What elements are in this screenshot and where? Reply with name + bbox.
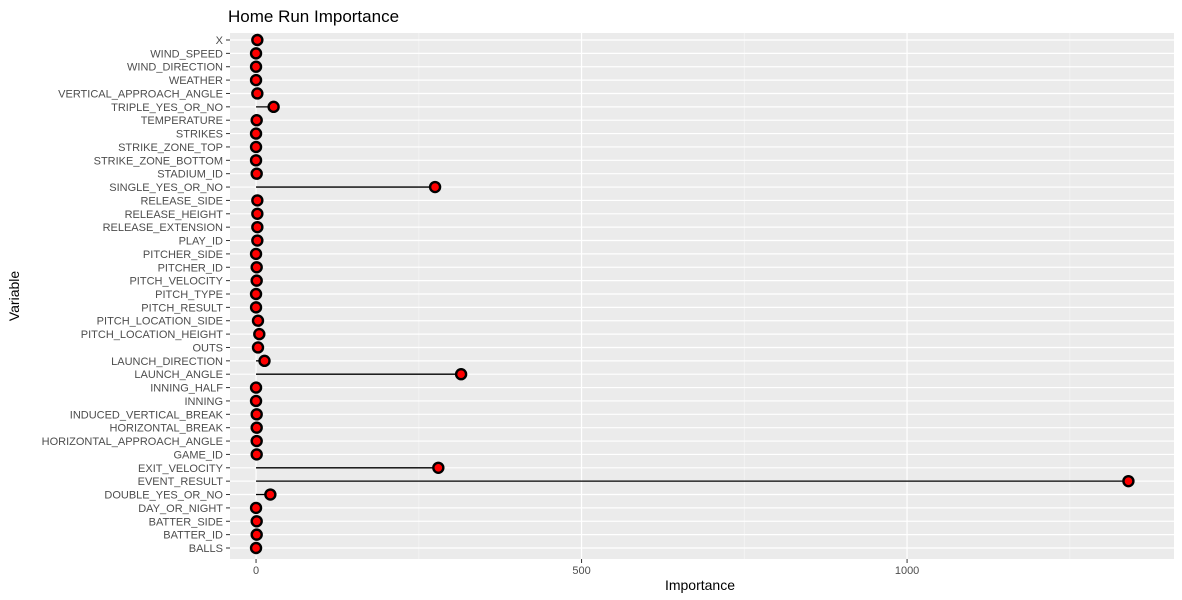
y-tick-label: WIND_SPEED	[150, 48, 223, 60]
y-tick-label: BATTER_ID	[163, 530, 223, 542]
y-tick-label: DAY_OR_NIGHT	[138, 503, 223, 515]
point-pitch_result	[249, 301, 263, 314]
point-pitcher_side	[249, 247, 263, 261]
point-single_yes_or_no	[428, 180, 442, 194]
y-tick-label: STADIUM_ID	[157, 169, 223, 181]
y-tick-label: DOUBLE_YES_OR_NO	[104, 490, 223, 502]
point-launch_angle	[454, 368, 468, 381]
y-tick-label: WEATHER	[169, 75, 223, 87]
y-tick-label: VERTICAL_APPROACH_ANGLE	[58, 88, 223, 100]
point-induced_vertical_break	[250, 408, 263, 421]
y-tick-label: INNING	[185, 396, 224, 408]
point-pitch_type	[249, 287, 263, 301]
point-event_result	[1122, 474, 1135, 488]
y-tick-label: RELEASE_HEIGHT	[125, 209, 224, 221]
y-tick-label: RELEASE_SIDE	[140, 195, 223, 207]
y-tick-label: STRIKES	[176, 129, 223, 141]
y-tick-label: WIND_DIRECTION	[127, 62, 223, 74]
point-x	[251, 33, 264, 47]
x-tick-label: 1000	[895, 565, 919, 577]
grid-lines	[230, 33, 1174, 559]
y-tick-label: HORIZONTAL_APPROACH_ANGLE	[42, 436, 223, 448]
point-horizontal_break	[250, 421, 263, 434]
point-release_height	[251, 207, 264, 220]
point-pitch_location_side	[251, 314, 265, 327]
point-inning_half	[249, 381, 263, 394]
point-launch_direction	[258, 354, 271, 368]
lollipop-stems	[256, 39, 1129, 536]
y-tick-label: PITCHER_ID	[158, 262, 223, 274]
point-outs	[251, 341, 265, 354]
y-tick-label: LAUNCH_DIRECTION	[111, 356, 223, 368]
point-batter_side	[250, 515, 263, 528]
y-tick-label: TEMPERATURE	[141, 115, 223, 127]
y-tick-label: PITCHER_SIDE	[143, 249, 223, 261]
y-tick-label: PLAY_ID	[179, 236, 223, 248]
y-tick-label: GAME_ID	[173, 449, 223, 461]
point-double_yes_or_no	[264, 488, 277, 501]
y-tick-label: INDUCED_VERTICAL_BREAK	[70, 409, 224, 421]
y-tick-label: EXIT_VELOCITY	[138, 463, 224, 475]
point-pitcher_id	[250, 261, 263, 274]
y-tick-label: TRIPLE_YES_OR_NO	[111, 102, 223, 114]
point-wind_speed	[249, 47, 263, 60]
y-tick-label: INNING_HALF	[150, 383, 223, 395]
point-inning	[249, 394, 263, 408]
y-tick-label: RELEASE_EXTENSION	[103, 222, 223, 234]
y-tick-label: LAUNCH_ANGLE	[134, 369, 223, 381]
point-strike_zone_top	[249, 140, 263, 154]
point-stadium_id	[250, 167, 263, 180]
x-tick-label: 0	[253, 565, 259, 577]
point-exit_velocity	[432, 461, 445, 474]
y-tick-label: PITCH_TYPE	[155, 289, 223, 301]
y-tick-label: STRIKE_ZONE_TOP	[118, 142, 223, 154]
y-tick-label: PITCH_VELOCITY	[129, 276, 223, 288]
point-play_id	[251, 234, 264, 247]
point-release_extension	[251, 220, 264, 234]
point-pitch_velocity	[250, 274, 263, 287]
y-axis-title: Variable	[6, 271, 22, 322]
y-tick-label: STRIKE_ZONE_BOTTOM	[94, 155, 223, 167]
point-strikes	[249, 127, 263, 140]
y-tick-label: OUTS	[192, 342, 223, 354]
x-tick-label: 500	[572, 565, 590, 577]
y-tick-label: PITCH_RESULT	[141, 302, 223, 314]
lollipop-points	[249, 33, 1135, 555]
point-day_or_night	[249, 501, 263, 515]
x-axis-title: Importance	[665, 577, 735, 593]
point-release_side	[251, 194, 264, 207]
x-axis-ticks: 0 500 1000	[253, 559, 919, 577]
point-game_id	[250, 448, 263, 461]
y-tick-label: BALLS	[189, 543, 223, 555]
point-balls	[249, 541, 263, 555]
point-wind_direction	[249, 60, 263, 73]
point-weather	[249, 73, 263, 87]
y-tick-label: EVENT_RESULT	[138, 476, 224, 488]
point-vertical_approach_angle	[251, 87, 264, 100]
y-tick-label: PITCH_LOCATION_SIDE	[97, 316, 223, 328]
panel-background	[230, 33, 1174, 559]
y-tick-label: PITCH_LOCATION_HEIGHT	[81, 329, 223, 341]
point-pitch_location_height	[253, 327, 266, 341]
point-batter_id	[250, 528, 263, 541]
point-horizontal_approach_angle	[250, 434, 263, 448]
point-strike_zone_bottom	[249, 154, 263, 167]
point-triple_yes_or_no	[267, 100, 280, 114]
y-tick-label: HORIZONTAL_BREAK	[110, 423, 224, 435]
y-tick-label: BATTER_SIDE	[149, 516, 223, 528]
chart-title: Home Run Importance	[228, 7, 399, 26]
y-tick-label: SINGLE_YES_OR_NO	[109, 182, 223, 194]
point-temperature	[250, 114, 263, 127]
y-tick-label: X	[216, 35, 224, 47]
